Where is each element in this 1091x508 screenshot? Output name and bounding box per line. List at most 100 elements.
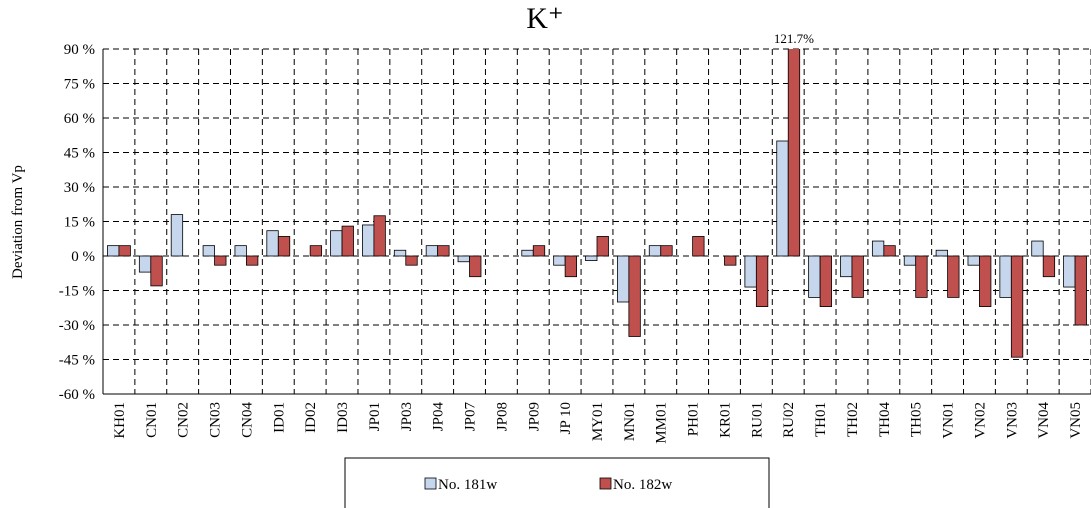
bar bbox=[744, 255, 757, 288]
x-tick-label: KH01 bbox=[112, 402, 128, 439]
chart-title: K⁺ bbox=[526, 2, 564, 35]
bar bbox=[457, 255, 470, 263]
bar bbox=[150, 255, 163, 287]
bar bbox=[1010, 255, 1024, 358]
bar bbox=[202, 245, 215, 257]
x-tick-label: VN02 bbox=[972, 402, 988, 439]
bar bbox=[553, 255, 566, 266]
x-tick-label: JP09 bbox=[526, 402, 542, 431]
bar bbox=[1031, 240, 1044, 257]
x-tick-label: RU01 bbox=[749, 402, 765, 438]
bar bbox=[648, 245, 662, 257]
bar bbox=[596, 236, 609, 257]
bar bbox=[979, 255, 992, 307]
x-tick-label: MN01 bbox=[622, 402, 638, 441]
bar bbox=[309, 245, 323, 257]
x-tick-label: TH05 bbox=[909, 402, 925, 437]
x-tick-label: ID02 bbox=[303, 402, 319, 433]
y-tick-label: 60 % bbox=[64, 111, 95, 127]
bar bbox=[903, 255, 917, 266]
bar bbox=[393, 249, 407, 257]
bar bbox=[967, 255, 980, 266]
bar bbox=[776, 140, 789, 257]
bar bbox=[373, 215, 386, 257]
x-tick-label: VN04 bbox=[1036, 402, 1052, 439]
y-tick-label: -45 % bbox=[59, 353, 95, 369]
bar bbox=[425, 245, 439, 257]
legend-swatch bbox=[424, 477, 437, 490]
y-tick-label: 30 % bbox=[64, 180, 95, 196]
bar bbox=[469, 255, 482, 278]
x-tick-label: RU02 bbox=[781, 402, 797, 438]
bar bbox=[808, 255, 821, 298]
y-tick-label: 45 % bbox=[64, 146, 95, 162]
legend-label: No. 181w bbox=[438, 477, 497, 493]
bar bbox=[521, 249, 534, 257]
x-tick-label: JP08 bbox=[494, 402, 510, 431]
y-tick-label: -60 % bbox=[59, 387, 95, 403]
bar bbox=[692, 236, 705, 257]
y-tick-label: 0 % bbox=[71, 249, 95, 265]
x-tick-label: TH01 bbox=[813, 402, 829, 437]
bar bbox=[362, 224, 375, 257]
x-tick-label: CN02 bbox=[176, 402, 192, 438]
value-label: 121.7% bbox=[774, 31, 814, 46]
x-tick-label: PH01 bbox=[686, 402, 702, 436]
bar bbox=[1063, 255, 1076, 288]
bar bbox=[437, 245, 450, 257]
bar bbox=[840, 255, 853, 278]
x-tick-label: CN03 bbox=[208, 402, 224, 438]
x-tick-label: TH04 bbox=[877, 402, 893, 437]
bar bbox=[819, 255, 832, 307]
bar bbox=[628, 255, 641, 337]
bar bbox=[935, 249, 948, 257]
bar bbox=[107, 245, 120, 257]
x-tick-label: CN01 bbox=[144, 402, 160, 438]
bar bbox=[532, 245, 546, 257]
y-tick-label: 90 % bbox=[64, 42, 95, 58]
x-tick-label: VN01 bbox=[941, 402, 957, 439]
bar bbox=[341, 225, 354, 257]
x-tick-label: CN04 bbox=[239, 402, 255, 438]
bar bbox=[564, 255, 578, 278]
y-tick-label: 75 % bbox=[64, 77, 95, 93]
bar bbox=[999, 255, 1012, 298]
legend-box bbox=[344, 457, 770, 508]
bar bbox=[277, 236, 291, 257]
y-axis-label: Deviation from Vp bbox=[10, 165, 26, 279]
bar bbox=[170, 214, 184, 257]
bar bbox=[947, 255, 960, 298]
bar bbox=[915, 255, 928, 298]
bar bbox=[246, 255, 259, 266]
bar bbox=[118, 245, 131, 257]
plot-area bbox=[107, 49, 1087, 358]
bar bbox=[330, 230, 343, 257]
x-tick-label: TH02 bbox=[845, 402, 861, 437]
x-tick-label: VN05 bbox=[1068, 402, 1084, 439]
legend-swatch bbox=[599, 477, 612, 490]
y-tick-label: 15 % bbox=[64, 215, 95, 231]
bar bbox=[214, 255, 227, 266]
y-tick-label: -15 % bbox=[59, 284, 95, 300]
bar bbox=[405, 255, 418, 266]
x-tick-label: JP 10 bbox=[558, 402, 574, 434]
bar bbox=[234, 245, 247, 257]
bar bbox=[871, 240, 885, 257]
bar bbox=[616, 255, 630, 303]
x-tick-label: JP04 bbox=[431, 402, 447, 432]
x-tick-label: VN03 bbox=[1004, 402, 1020, 439]
bar bbox=[787, 49, 801, 257]
bar bbox=[851, 255, 864, 298]
x-tick-label: KR01 bbox=[717, 402, 733, 438]
x-tick-label: MM01 bbox=[654, 402, 670, 444]
y-tick-label: -30 % bbox=[59, 318, 95, 334]
bar bbox=[266, 230, 279, 257]
x-tick-label: JP07 bbox=[463, 402, 479, 432]
bar bbox=[585, 255, 598, 261]
x-tick-label: JP01 bbox=[367, 402, 383, 431]
legend-label: No. 182w bbox=[613, 477, 672, 493]
bar bbox=[1042, 255, 1056, 278]
x-tick-label: JP03 bbox=[399, 402, 415, 431]
bar bbox=[883, 245, 896, 257]
